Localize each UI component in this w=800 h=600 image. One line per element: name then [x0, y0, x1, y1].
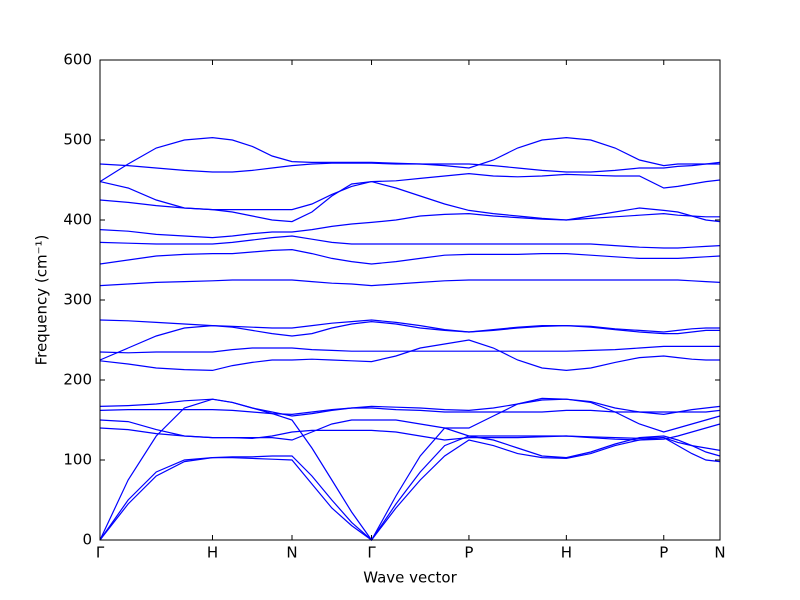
- band-line: [99, 397, 721, 542]
- band-line: [99, 319, 720, 333]
- y-tick-label: 500: [63, 131, 92, 149]
- band-line: [99, 172, 721, 211]
- band-line: [99, 345, 720, 354]
- band-line: [99, 235, 721, 249]
- y-tick-label: 400: [63, 211, 92, 229]
- y-axis-label: Frequency (cm⁻¹): [33, 235, 51, 366]
- band-line: [99, 180, 721, 223]
- band-line: [99, 136, 720, 183]
- band-line: [99, 435, 721, 541]
- band-line: [99, 419, 721, 441]
- x-tick-label: Γ: [367, 544, 376, 562]
- plot-frame: [99, 59, 721, 541]
- x-axis-label: Wave vector: [363, 569, 457, 587]
- x-tick-label: P: [464, 544, 473, 562]
- band-line: [99, 436, 721, 541]
- band-line: [99, 398, 721, 417]
- x-tick-label: N: [286, 544, 297, 562]
- y-tick-label: 0: [82, 531, 92, 549]
- band-line: [99, 279, 721, 287]
- band-line: [99, 161, 721, 173]
- band-line: [99, 407, 721, 416]
- band-line: [99, 248, 721, 265]
- x-tick-label: N: [714, 544, 725, 562]
- y-tick-label: 200: [63, 371, 92, 389]
- x-tick-label: P: [659, 544, 668, 562]
- y-tick-label: 600: [63, 51, 92, 69]
- y-tick-label: 100: [63, 451, 92, 469]
- band-line: [99, 212, 720, 239]
- band-line: [99, 339, 720, 372]
- y-tick-label: 300: [63, 291, 92, 309]
- x-tick-label: Γ: [96, 544, 105, 562]
- x-tick-label: H: [207, 544, 218, 562]
- x-tick-label: H: [561, 544, 572, 562]
- band-line: [99, 320, 720, 361]
